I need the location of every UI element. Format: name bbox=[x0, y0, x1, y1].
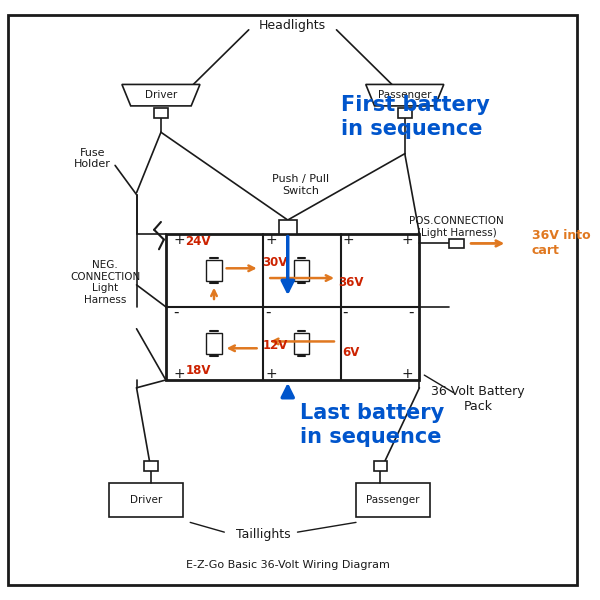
Text: -: - bbox=[173, 305, 179, 320]
Text: POS.CONNECTION
(Light Harness): POS.CONNECTION (Light Harness) bbox=[409, 216, 504, 238]
Text: +: + bbox=[173, 233, 185, 247]
Text: Headlights: Headlights bbox=[259, 19, 326, 32]
Text: Driver: Driver bbox=[130, 495, 163, 505]
Text: Driver: Driver bbox=[145, 90, 177, 100]
Text: Last battery
in sequence: Last battery in sequence bbox=[301, 403, 445, 447]
Text: -: - bbox=[343, 305, 348, 320]
Bar bbox=[166, 233, 419, 380]
Text: -: - bbox=[408, 305, 413, 320]
Bar bbox=[154, 108, 168, 118]
Text: 6V: 6V bbox=[342, 346, 359, 359]
Text: 36 Volt Battery
Pack: 36 Volt Battery Pack bbox=[431, 385, 525, 413]
Bar bbox=[449, 239, 464, 248]
Text: Passenger: Passenger bbox=[378, 90, 431, 100]
Text: 36V: 36V bbox=[338, 276, 363, 289]
Text: 30V: 30V bbox=[262, 256, 288, 269]
Text: First battery
in sequence: First battery in sequence bbox=[341, 95, 490, 139]
Bar bbox=[206, 260, 222, 281]
Text: +: + bbox=[402, 233, 413, 247]
Text: -: - bbox=[265, 305, 271, 320]
Text: Fuse
Holder: Fuse Holder bbox=[74, 148, 111, 169]
Bar bbox=[109, 484, 184, 517]
Bar bbox=[206, 332, 222, 354]
Text: +: + bbox=[265, 367, 277, 381]
Text: +: + bbox=[265, 233, 277, 247]
Bar bbox=[356, 484, 430, 517]
Bar bbox=[145, 461, 158, 470]
Text: 18V: 18V bbox=[185, 364, 211, 377]
Text: Taillights: Taillights bbox=[236, 527, 290, 541]
Bar bbox=[293, 260, 309, 281]
Text: +: + bbox=[173, 367, 185, 381]
Bar bbox=[374, 461, 387, 470]
Text: NEG.
CONNECTION
Light
Harness: NEG. CONNECTION Light Harness bbox=[70, 260, 140, 305]
Text: Push / Pull
Switch: Push / Pull Switch bbox=[272, 174, 329, 196]
Text: 24V: 24V bbox=[185, 235, 211, 248]
Text: 12V: 12V bbox=[262, 340, 288, 352]
Polygon shape bbox=[366, 85, 444, 106]
Text: Passenger: Passenger bbox=[367, 495, 420, 505]
Bar bbox=[293, 332, 309, 354]
Text: +: + bbox=[402, 367, 413, 381]
Polygon shape bbox=[122, 85, 200, 106]
Text: +: + bbox=[343, 233, 355, 247]
Text: E-Z-Go Basic 36-Volt Wiring Diagram: E-Z-Go Basic 36-Volt Wiring Diagram bbox=[186, 560, 389, 571]
Text: 36V into
cart: 36V into cart bbox=[532, 229, 590, 257]
Bar bbox=[279, 220, 296, 233]
Bar bbox=[398, 108, 412, 118]
